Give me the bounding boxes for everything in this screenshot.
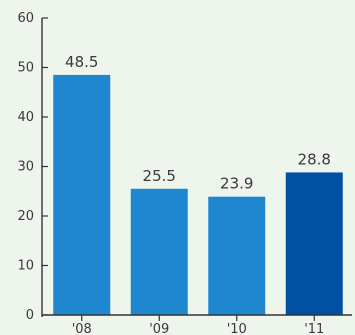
y-axis: 0 10 20 30 40 50 60 <box>17 11 48 323</box>
bar <box>208 196 266 315</box>
x-tick-label: '11 <box>304 322 324 335</box>
y-tick-label: 0 <box>26 308 34 323</box>
y-tick-label: 50 <box>17 61 34 76</box>
y-tick-label: 40 <box>17 110 34 125</box>
y-tick-label: 60 <box>17 11 34 26</box>
x-tick-label: '08 <box>72 322 92 335</box>
bar <box>130 188 188 315</box>
bars: 48.5 25.5 23.9 28.8 <box>53 53 343 315</box>
x-tick-label: '09 <box>149 322 169 335</box>
bar-value-label: 25.5 <box>143 167 176 185</box>
y-tick-label: 30 <box>17 160 34 175</box>
x-axis: '08 '09 '10 '11 <box>42 314 352 335</box>
y-tick-label: 20 <box>17 209 34 224</box>
bar-value-label: 48.5 <box>65 53 98 71</box>
bar <box>53 74 111 315</box>
y-tick-label: 10 <box>17 259 34 274</box>
bar-value-label: 28.8 <box>298 150 331 168</box>
x-tick-label: '10 <box>227 322 247 335</box>
bar-value-label: 23.9 <box>220 175 253 193</box>
bar <box>285 172 343 315</box>
